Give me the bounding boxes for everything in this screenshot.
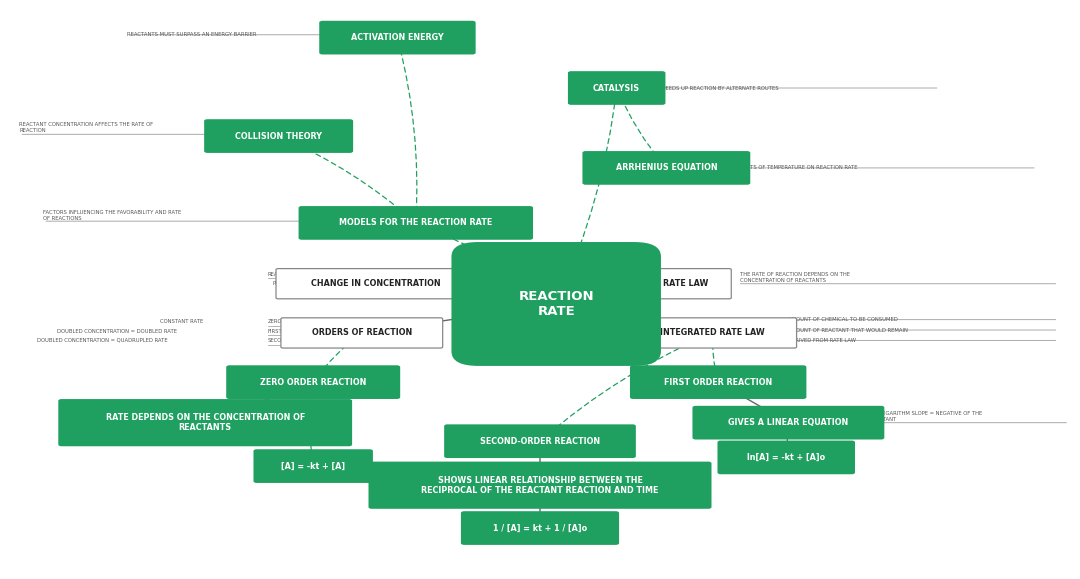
Text: DOUBLED CONCENTRATION = QUADRUPLED RATE: DOUBLED CONCENTRATION = QUADRUPLED RATE (37, 338, 167, 343)
Text: RATE LAW: RATE LAW (663, 279, 708, 288)
Text: CATALYSIS: CATALYSIS (593, 83, 640, 93)
Text: GIVES A LINEAR EQUATION: GIVES A LINEAR EQUATION (728, 418, 849, 427)
Text: ZERO-ORDER: ZERO-ORDER (268, 320, 303, 324)
Text: ln[A] = -kt + [A]o: ln[A] = -kt + [A]o (747, 453, 825, 462)
Text: ARRHENIUS EQUATION: ARRHENIUS EQUATION (616, 163, 717, 173)
Text: SECOND-ORDER REACTION: SECOND-ORDER REACTION (480, 437, 600, 446)
Text: ZERO ORDER REACTION: ZERO ORDER REACTION (260, 378, 366, 387)
FancyBboxPatch shape (717, 441, 855, 474)
Text: AMOUNT OF REACTANT THAT WOULD REMAIN: AMOUNT OF REACTANT THAT WOULD REMAIN (788, 328, 908, 332)
FancyBboxPatch shape (461, 511, 619, 545)
FancyBboxPatch shape (298, 206, 534, 240)
Text: SECOND-ORDER: SECOND-ORDER (268, 338, 310, 343)
FancyBboxPatch shape (254, 449, 373, 483)
Text: CHANGE IN CONCENTRATION: CHANGE IN CONCENTRATION (311, 279, 441, 288)
FancyBboxPatch shape (320, 21, 475, 54)
Text: FIRST ORDER REACTION: FIRST ORDER REACTION (664, 378, 772, 387)
Text: ORDERS OF REACTION: ORDERS OF REACTION (312, 328, 411, 338)
Text: REACTANT: REACTANT (268, 272, 296, 277)
Text: ACTIVATION ENERGY: ACTIVATION ENERGY (351, 33, 444, 42)
Text: MODELS FOR THE REACTION RATE: MODELS FOR THE REACTION RATE (339, 218, 492, 228)
Text: CONSTANT RATE: CONSTANT RATE (160, 320, 203, 324)
Text: SHOWS LINEAR RELATIONSHIP BETWEEN THE
RECIPROCAL OF THE REACTANT REACTION AND TI: SHOWS LINEAR RELATIONSHIP BETWEEN THE RE… (421, 475, 659, 495)
FancyBboxPatch shape (630, 365, 807, 399)
Text: REACTANT CONCENTRATION AFFECTS THE RATE OF
REACTION: REACTANT CONCENTRATION AFFECTS THE RATE … (19, 122, 153, 133)
Text: [A] = -kt + [A]: [A] = -kt + [A] (281, 461, 346, 471)
Text: PRODUCT: PRODUCT (272, 281, 298, 286)
Text: 1 / [A] = kt + 1 / [A]o: 1 / [A] = kt + 1 / [A]o (492, 523, 588, 533)
Text: DERIVED FROM RATE LAW: DERIVED FROM RATE LAW (788, 338, 856, 343)
FancyBboxPatch shape (629, 318, 797, 348)
FancyBboxPatch shape (582, 151, 751, 185)
Text: NATURAL LOGARITHM SLOPE = NEGATIVE OF THE
RATE CONSTANT: NATURAL LOGARITHM SLOPE = NEGATIVE OF TH… (853, 412, 983, 422)
FancyBboxPatch shape (451, 242, 661, 366)
Text: FIRST-ORDER: FIRST-ORDER (268, 329, 302, 334)
Text: REACTANTS MUST SURPASS AN ENERGY BARRIER: REACTANTS MUST SURPASS AN ENERGY BARRIER (127, 32, 257, 37)
FancyBboxPatch shape (692, 406, 885, 439)
Text: RATE DEPENDS ON THE CONCENTRATION OF
REACTANTS: RATE DEPENDS ON THE CONCENTRATION OF REA… (106, 413, 305, 433)
Text: THE RATE OF REACTION DEPENDS ON THE
CONCENTRATION OF REACTANTS: THE RATE OF REACTION DEPENDS ON THE CONC… (740, 272, 850, 283)
FancyBboxPatch shape (276, 269, 475, 299)
Text: INTEGRATED RATE LAW: INTEGRATED RATE LAW (661, 328, 765, 338)
Text: AMOUNT OF CHEMICAL TO BE CONSUMED: AMOUNT OF CHEMICAL TO BE CONSUMED (788, 317, 899, 322)
Text: COLLISION THEORY: COLLISION THEORY (235, 131, 322, 141)
FancyBboxPatch shape (281, 318, 443, 348)
FancyBboxPatch shape (640, 269, 731, 299)
FancyBboxPatch shape (368, 461, 712, 509)
Text: REACTION
RATE: REACTION RATE (518, 290, 594, 318)
Text: DOUBLED CONCENTRATION = DOUBLED RATE: DOUBLED CONCENTRATION = DOUBLED RATE (57, 329, 177, 334)
Text: EFFECTS OF TEMPERATURE ON REACTION RATE: EFFECTS OF TEMPERATURE ON REACTION RATE (734, 166, 858, 170)
FancyBboxPatch shape (226, 365, 401, 399)
Text: FACTORS INFLUENCING THE FAVORABILITY AND RATE
OF REACTIONS: FACTORS INFLUENCING THE FAVORABILITY AND… (43, 210, 181, 221)
FancyBboxPatch shape (58, 399, 352, 446)
FancyBboxPatch shape (204, 119, 353, 153)
Text: SPEEDS UP REACTION BY ALTERNATE ROUTES: SPEEDS UP REACTION BY ALTERNATE ROUTES (659, 86, 779, 90)
FancyBboxPatch shape (444, 424, 636, 458)
FancyBboxPatch shape (568, 71, 665, 105)
